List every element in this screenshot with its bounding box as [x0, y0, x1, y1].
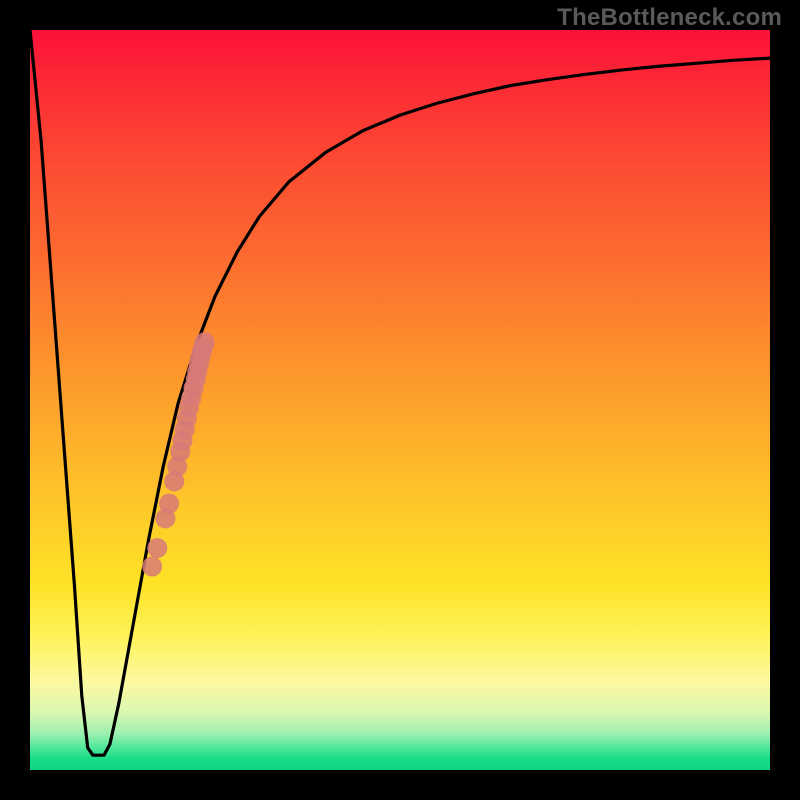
chart-container: TheBottleneck.com: [0, 0, 800, 800]
gradient-background: [30, 30, 770, 770]
watermark-text: TheBottleneck.com: [557, 4, 782, 32]
